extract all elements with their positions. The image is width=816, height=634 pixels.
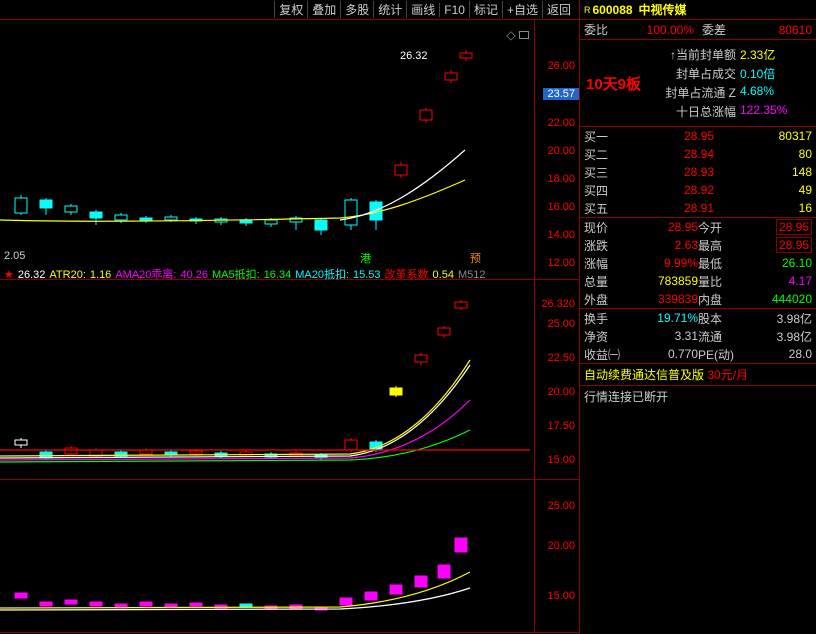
toolbar-item[interactable]: 画线 (406, 1, 439, 18)
toolbar-item[interactable]: 返回 (542, 1, 575, 18)
ratio-val1: 100.00% (639, 23, 698, 37)
data-row: 现价28.95今开28.95 (580, 218, 816, 236)
bid-table: 买一28.9580317买二28.9480买三28.93148买四28.9249… (580, 127, 816, 218)
chart-svg-3 (0, 480, 535, 633)
y-label: 20.00 (547, 386, 575, 398)
data-grid-1: 现价28.95今开28.95涨跌2.63最高28.95涨幅9.99%最低26.1… (580, 218, 816, 309)
y-label: 25.00 (547, 318, 575, 330)
y-axis-2: 26.320 25.00 22.50 20.00 17.50 15.00 (534, 280, 579, 479)
marker: 港 (360, 250, 371, 266)
ratio-val2: 80610 (757, 23, 816, 37)
y-label: 20.00 (547, 145, 575, 157)
summary-lbl: ↑当前封单额 (656, 46, 736, 63)
summary-val: 0.10倍 (740, 65, 775, 82)
stock-name: 中视传媒 (639, 1, 687, 18)
chart-svg-2 (0, 280, 535, 480)
label-bl: 2.05 (4, 250, 25, 262)
toolbar-item[interactable]: 复权 (274, 1, 307, 18)
chart-pane-2[interactable]: 26.320 25.00 22.50 20.00 17.50 15.00 (0, 280, 579, 480)
side-panel: R 600088 中视传媒 委比 100.00% 委差 80610 10天9板 … (580, 0, 816, 634)
data-row: 换手19.71%股本3.98亿 (580, 309, 816, 327)
footer-msg-1[interactable]: 自动续费通达信普及版 30元/月 (580, 364, 816, 385)
y-label: 12.00 (547, 257, 575, 269)
stock-header: R 600088 中视传媒 (580, 0, 816, 20)
data-row: 涨跌2.63最高28.95 (580, 236, 816, 254)
data-grid-2: 换手19.71%股本3.98亿净资3.31流通3.98亿收益㈠0.770PE(动… (580, 309, 816, 364)
summary-val: 122.35% (740, 103, 787, 120)
y-axis-1: 26.00 23.57 22.00 20.00 18.00 16.00 14.00 12.00 (534, 20, 579, 279)
price-annotation: 26.32 (400, 50, 428, 62)
bid-row: 买五28.9116 (580, 199, 816, 217)
y-axis-3: 25.00 20.00 15.00 (534, 480, 579, 632)
chart-area: 复权叠加多股统计画线F10标记+自选返回 26.00 23.57 22.00 20.0… (0, 0, 580, 634)
stock-code: 600088 (593, 3, 633, 17)
data-row: 涨幅9.99%最低26.10 (580, 254, 816, 272)
y-label: 15.00 (547, 454, 575, 466)
footer-msg-2: 行情连接已断开 (580, 385, 816, 407)
toolbar: 复权叠加多股统计画线F10标记+自选返回 (0, 0, 579, 20)
y-label: 18.00 (547, 173, 575, 185)
ratio-lbl2: 委差 (698, 21, 757, 38)
data-row: 收益㈠0.770PE(动)28.0 (580, 345, 816, 363)
summary-val: 2.33亿 (740, 46, 775, 63)
summary-block: 10天9板 ↑当前封单额2.33亿封单占成交0.10倍封单占流通 Z4.68%十… (580, 40, 816, 127)
ratio-row: 委比 100.00% 委差 80610 (580, 20, 816, 40)
toolbar-item[interactable]: F10 (439, 3, 469, 17)
chart-svg-1 (0, 20, 535, 265)
y-label: 20.00 (547, 540, 575, 552)
summary-lbl: 十日总涨幅 (656, 103, 736, 120)
y-label: 26.320 (541, 298, 575, 310)
y-label: 25.00 (547, 500, 575, 512)
ratio-lbl1: 委比 (580, 21, 639, 38)
bid-row: 买二28.9480 (580, 145, 816, 163)
summary-badge: 10天9板 (586, 73, 656, 94)
summary-val: 4.68% (740, 84, 774, 101)
chart-pane-1[interactable]: 26.00 23.57 22.00 20.00 18.00 16.00 14.00 12.00… (0, 20, 579, 280)
data-row: 外盘339839内盘444020 (580, 290, 816, 308)
y-label: 14.00 (547, 229, 575, 241)
toolbar-item[interactable]: +自选 (502, 1, 542, 18)
bid-row: 买三28.93148 (580, 163, 816, 181)
y-label: 16.00 (547, 201, 575, 213)
chart-pane-3[interactable]: 25.00 20.00 15.00 (0, 480, 579, 633)
y-label: 22.00 (547, 117, 575, 129)
bid-row: 买一28.9580317 (580, 127, 816, 145)
summary-lbl: 封单占成交 (656, 65, 736, 82)
y-label: 17.50 (547, 420, 575, 432)
data-row: 总量783859量比4.17 (580, 272, 816, 290)
toolbar-item[interactable]: 多股 (340, 1, 373, 18)
icon-row: ◇ (506, 28, 529, 42)
bid-row: 买四28.9249 (580, 181, 816, 199)
data-row: 净资3.31流通3.98亿 (580, 327, 816, 345)
y-label: 23.57 (543, 88, 579, 100)
y-label: 22.50 (547, 352, 575, 364)
toolbar-item[interactable]: 标记 (469, 1, 502, 18)
toolbar-item[interactable]: 统计 (373, 1, 406, 18)
y-label: 26.00 (547, 60, 575, 72)
toolbar-item[interactable]: 叠加 (307, 1, 340, 18)
summary-lbl: 封单占流通 Z (656, 84, 736, 101)
y-label: 15.00 (547, 590, 575, 602)
marker: 预 (470, 250, 481, 266)
